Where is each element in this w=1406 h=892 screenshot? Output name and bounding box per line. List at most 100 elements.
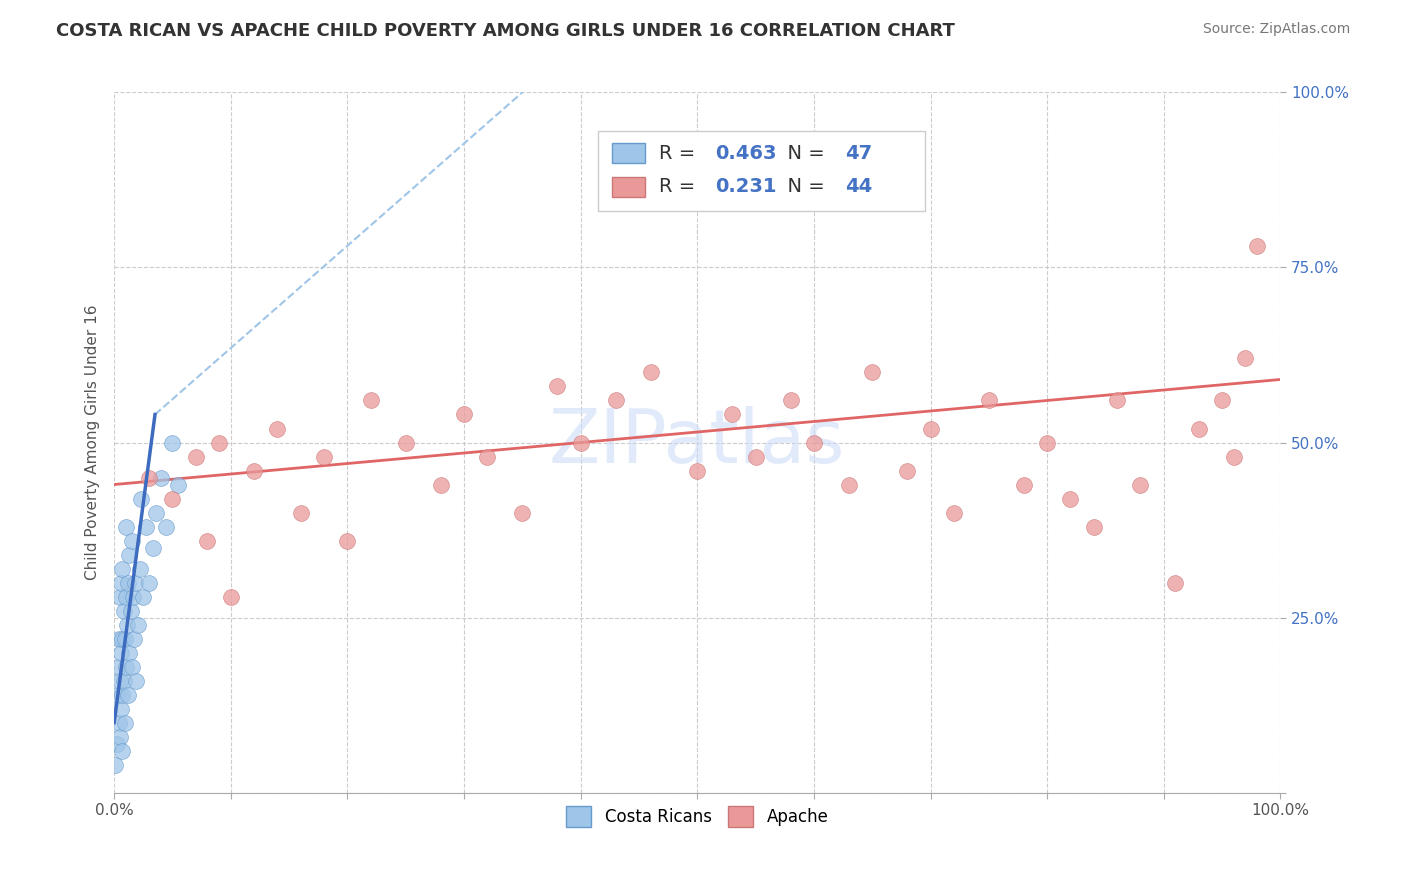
Point: [108, 715, 131, 730]
Point: [360, 393, 382, 408]
Point: [117, 688, 139, 702]
Point: [453, 408, 475, 422]
Point: [512, 506, 534, 520]
Point: [149, 470, 172, 484]
Point: [803, 435, 825, 450]
Point: [138, 470, 160, 484]
Point: [129, 491, 152, 506]
Point: [1164, 575, 1187, 590]
Text: R =: R =: [659, 178, 702, 196]
Point: [167, 477, 190, 491]
Point: [1059, 491, 1081, 506]
Point: [120, 604, 142, 618]
Point: [114, 715, 136, 730]
Point: [896, 463, 918, 477]
Point: [111, 632, 134, 646]
Point: [243, 463, 266, 477]
Point: [977, 393, 1000, 408]
Point: [686, 463, 709, 477]
FancyBboxPatch shape: [612, 144, 645, 163]
Point: [105, 737, 128, 751]
Point: [336, 533, 359, 548]
Point: [605, 393, 627, 408]
Text: R =: R =: [659, 144, 702, 162]
Point: [1234, 351, 1257, 366]
Point: [1246, 239, 1268, 253]
Point: [1222, 450, 1244, 464]
Text: 44: 44: [845, 178, 873, 196]
Point: [477, 450, 499, 464]
Point: [721, 408, 744, 422]
Text: 0.231: 0.231: [714, 178, 776, 196]
FancyBboxPatch shape: [612, 178, 645, 197]
Text: Source: ZipAtlas.com: Source: ZipAtlas.com: [1202, 22, 1350, 37]
Point: [142, 541, 165, 555]
Point: [128, 561, 150, 575]
Point: [108, 590, 131, 604]
Point: [314, 450, 336, 464]
Point: [395, 435, 418, 450]
Point: [108, 730, 131, 744]
Legend: Costa Ricans, Apache: Costa Ricans, Apache: [560, 799, 835, 833]
Point: [132, 590, 155, 604]
Point: [121, 659, 143, 673]
Point: [860, 366, 883, 380]
Point: [1012, 477, 1035, 491]
Text: 0.463: 0.463: [714, 144, 776, 162]
Point: [115, 519, 138, 533]
Point: [121, 533, 143, 548]
FancyBboxPatch shape: [598, 131, 925, 211]
Point: [115, 590, 138, 604]
Point: [838, 477, 860, 491]
Point: [135, 519, 157, 533]
Point: [112, 673, 135, 688]
Point: [208, 435, 231, 450]
Point: [290, 506, 312, 520]
Point: [110, 575, 132, 590]
Point: [107, 659, 129, 673]
Point: [118, 646, 141, 660]
Point: [744, 450, 766, 464]
Point: [1083, 519, 1105, 533]
Point: [117, 575, 139, 590]
Text: COSTA RICAN VS APACHE CHILD POVERTY AMONG GIRLS UNDER 16 CORRELATION CHART: COSTA RICAN VS APACHE CHILD POVERTY AMON…: [56, 22, 955, 40]
Point: [127, 617, 149, 632]
Text: ZIPatlas: ZIPatlas: [550, 406, 845, 479]
Point: [197, 533, 219, 548]
Point: [111, 688, 134, 702]
Point: [1129, 477, 1152, 491]
Point: [1036, 435, 1059, 450]
Point: [145, 506, 167, 520]
Point: [107, 688, 129, 702]
Point: [124, 575, 146, 590]
Point: [115, 617, 138, 632]
Text: N =: N =: [776, 178, 831, 196]
Point: [110, 701, 132, 715]
Point: [429, 477, 451, 491]
Point: [115, 659, 138, 673]
Text: 47: 47: [845, 144, 873, 162]
Point: [569, 435, 592, 450]
Point: [112, 604, 135, 618]
Point: [108, 673, 131, 688]
Point: [111, 561, 134, 575]
Text: N =: N =: [776, 144, 831, 162]
Point: [1188, 421, 1211, 435]
Point: [184, 450, 207, 464]
Point: [640, 366, 662, 380]
Point: [546, 379, 568, 393]
Point: [779, 393, 801, 408]
Point: [1211, 393, 1233, 408]
Point: [219, 590, 242, 604]
Point: [942, 506, 965, 520]
Point: [114, 632, 136, 646]
Point: [108, 632, 131, 646]
Point: [920, 421, 942, 435]
Y-axis label: Child Poverty Among Girls Under 16: Child Poverty Among Girls Under 16: [86, 305, 100, 581]
Point: [104, 757, 127, 772]
Point: [110, 646, 132, 660]
Point: [1107, 393, 1129, 408]
Point: [111, 744, 134, 758]
Point: [162, 491, 184, 506]
Point: [125, 673, 148, 688]
